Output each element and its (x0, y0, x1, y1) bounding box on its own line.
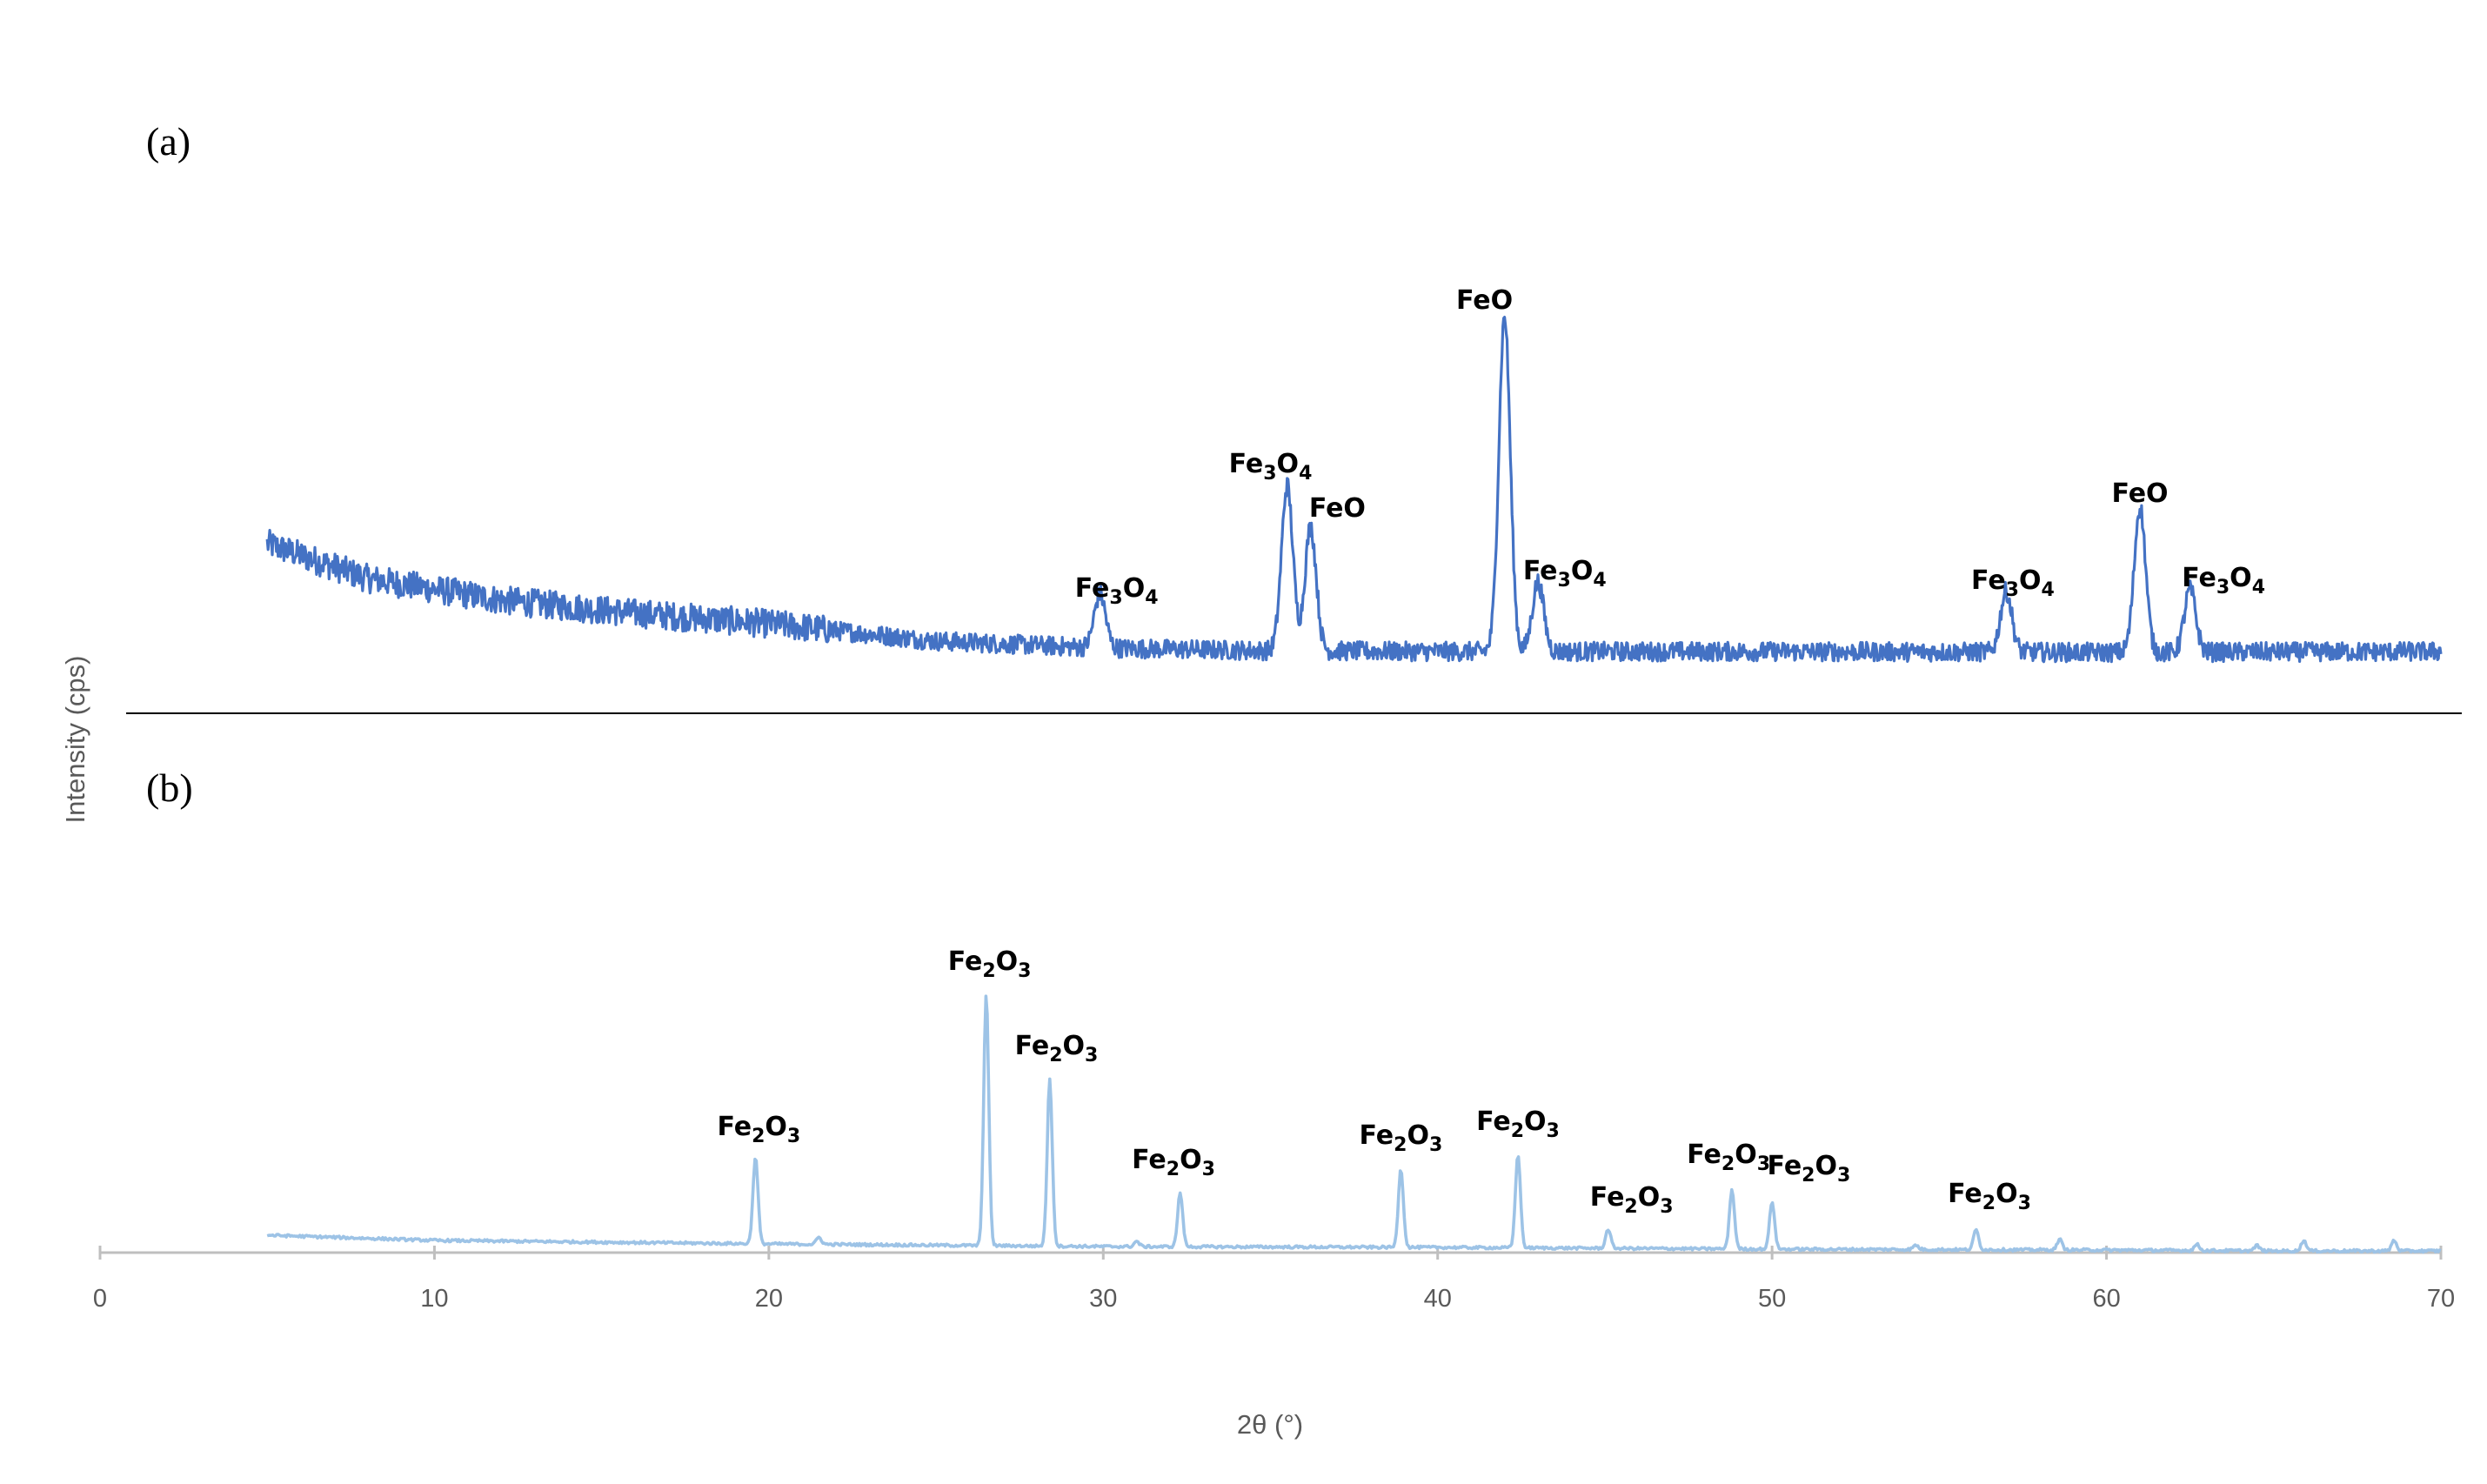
peak-label: FeO (2111, 478, 2168, 509)
x-tick-label: 40 (1424, 1285, 1452, 1313)
peak-label: Fe2O3 (948, 946, 1032, 982)
series-line-a (265, 316, 2443, 664)
x-axis-title: 2θ (°) (1237, 1409, 1303, 1440)
x-tick-label: 30 (1089, 1285, 1117, 1313)
series-line-b (266, 994, 2442, 1254)
peak-label: Fe2O3 (1768, 1151, 1851, 1187)
panel-b: Fe2O3Fe2O3Fe2O3Fe2O3Fe2O3Fe2O3Fe2O3Fe2O3… (266, 946, 2442, 1254)
panel-a-label: (a) (146, 119, 191, 164)
panel-b-label: (b) (146, 765, 193, 810)
peak-label: Fe2O3 (1590, 1182, 1674, 1218)
x-axis-ticks: 0 10 20 30 40 50 60 70 (93, 1246, 2455, 1313)
peak-label: Fe3O4 (2182, 563, 2265, 598)
x-tick-label: 0 (93, 1285, 107, 1313)
peak-label: Fe2O3 (1360, 1120, 1443, 1156)
peak-label: Fe2O3 (1476, 1106, 1560, 1142)
peak-label: Fe2O3 (717, 1112, 800, 1147)
x-tick-label: 60 (2092, 1285, 2120, 1313)
peak-label: Fe2O3 (1687, 1140, 1770, 1175)
peak-label: Fe2O3 (1948, 1179, 2031, 1214)
peak-label: FeO (1309, 493, 1366, 524)
peak-label: Fe3O4 (1523, 556, 1607, 592)
x-tick-label: 20 (755, 1285, 783, 1313)
peak-label: FeO (1456, 285, 1513, 316)
peak-label: Fe3O4 (1075, 573, 1159, 609)
x-tick-label: 50 (1758, 1285, 1786, 1313)
x-tick-label: 10 (420, 1285, 448, 1313)
peak-label: Fe3O4 (1229, 449, 1313, 485)
x-tick-label: 70 (2427, 1285, 2455, 1313)
panel-a: Fe3O4 Fe3O4 FeO FeO Fe3O4 Fe3O4 FeO Fe3O4 (265, 285, 2443, 664)
peak-label: Fe2O3 (1132, 1145, 1215, 1180)
y-axis-title: Intensity (cps) (60, 656, 90, 824)
peak-label: Fe3O4 (1971, 565, 2055, 601)
peak-label: Fe2O3 (1015, 1031, 1099, 1066)
